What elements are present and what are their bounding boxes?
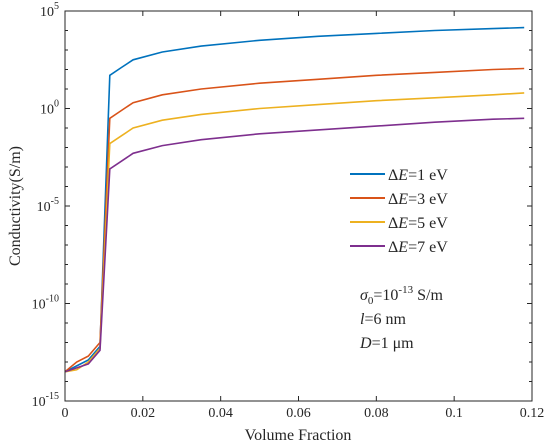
x-tick-label: 0.02: [131, 406, 156, 421]
x-tick-label: 0.08: [364, 406, 389, 421]
series-line-2: [64, 92, 525, 373]
legend-label-3: ΔE=7 eV: [388, 239, 448, 256]
series-line-1: [64, 67, 525, 373]
y-axis-label: Conductivity(S/m): [7, 146, 24, 266]
legend: ΔE=1 eV ΔE=3 eV ΔE=5 eV ΔE=7 eV: [350, 167, 448, 256]
legend-label-2: ΔE=5 eV: [388, 215, 448, 232]
series-line-3: [64, 117, 525, 373]
series-line-0: [64, 26, 525, 373]
x-axis-label: Volume Fraction: [245, 427, 352, 444]
legend-item-3: ΔE=7 eV: [350, 239, 448, 256]
x-tick-label: 0.12: [520, 406, 545, 421]
legend-item-0: ΔE=1 eV: [350, 167, 448, 184]
y-tick-label: 10-15: [32, 391, 59, 410]
y-tick-label: 100: [40, 99, 59, 118]
legend-item-2: ΔE=5 eV: [350, 215, 448, 232]
legend-label-1: ΔE=3 eV: [388, 191, 448, 208]
legend-item-1: ΔE=3 eV: [350, 191, 448, 208]
y-tick-label: 105: [40, 1, 59, 20]
annotation-sigma: σ0=10-13 S/m: [360, 284, 443, 307]
y-tick-label: 10-10: [32, 294, 59, 313]
y-tick-label: 10-5: [37, 196, 59, 215]
legend-label-0: ΔE=1 eV: [388, 167, 448, 184]
x-tick-label: 0.1: [445, 406, 463, 421]
x-tick-label: 0: [62, 406, 69, 421]
x-tick-label: 0.04: [208, 406, 233, 421]
annotation-diameter: D=1 μm: [359, 335, 414, 352]
annotation-length: l=6 nm: [360, 311, 406, 328]
x-tick-label: 0.06: [286, 406, 311, 421]
plot-area: [65, 11, 532, 401]
